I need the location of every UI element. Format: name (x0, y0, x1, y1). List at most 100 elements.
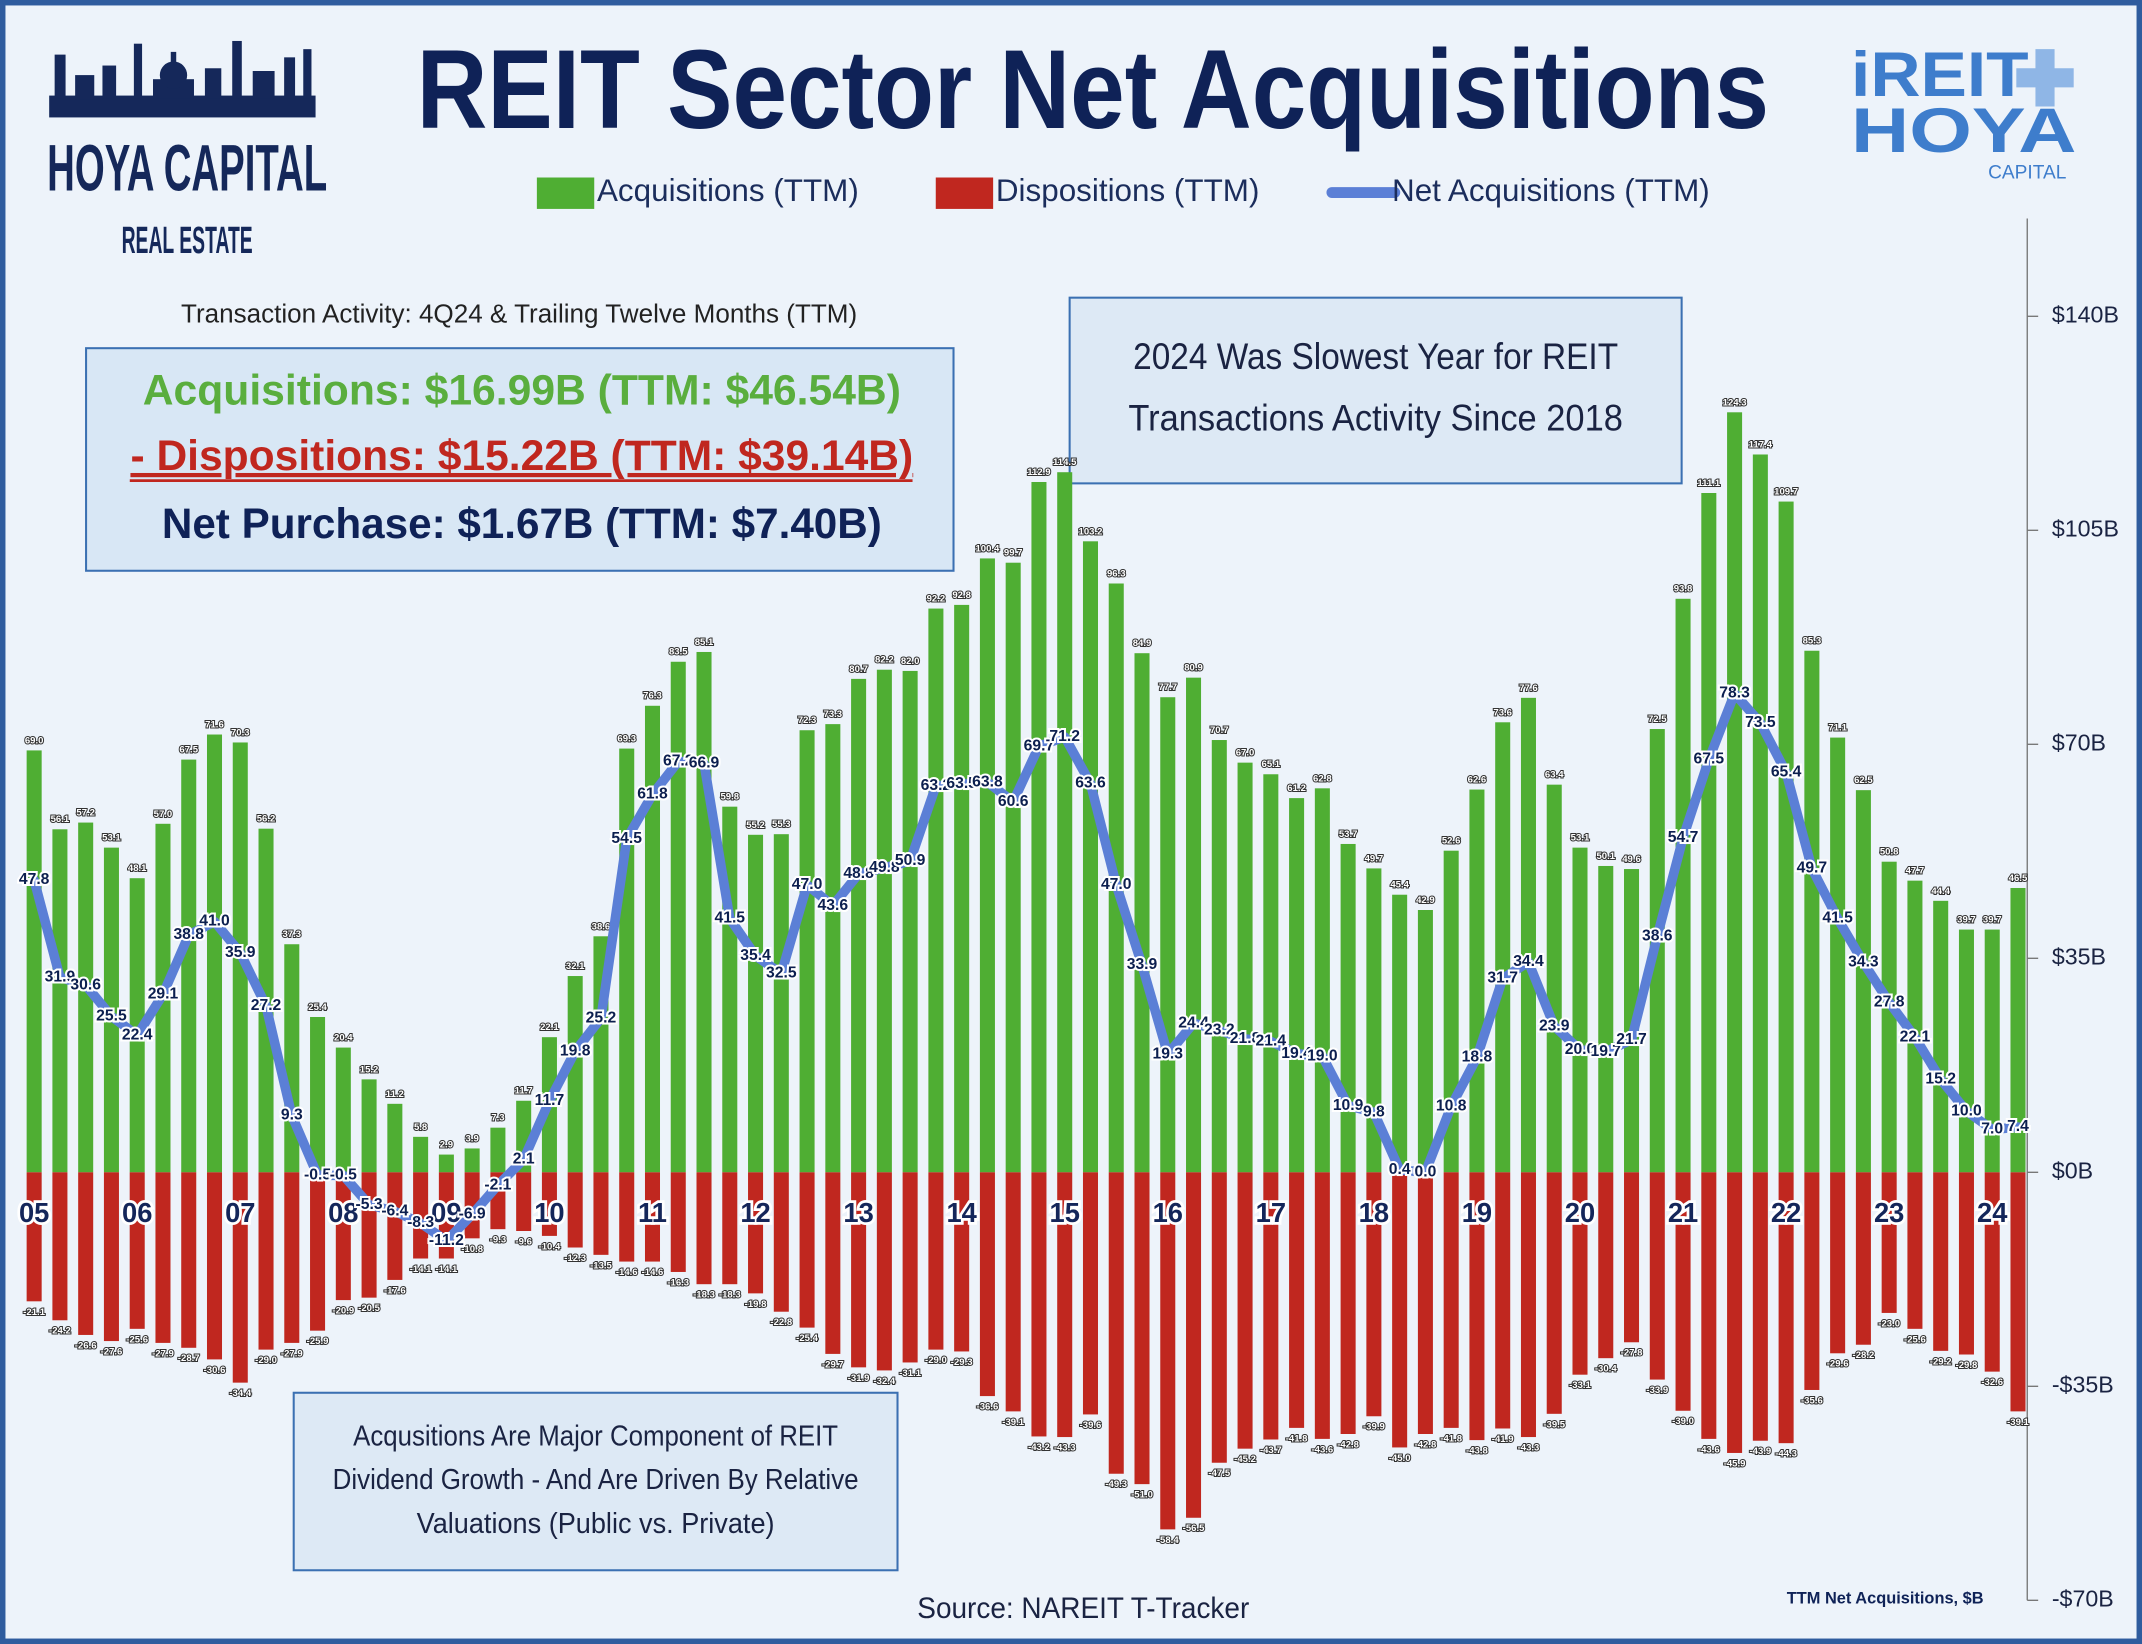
data-label: 80.9 (1184, 663, 1203, 674)
bar (1701, 493, 1717, 1173)
legend-label: Dispositions (TTM) (996, 173, 1260, 208)
data-label: -49.3 (1105, 1479, 1127, 1490)
bar (52, 829, 68, 1173)
bar (1727, 412, 1743, 1173)
data-label: -6.9 (459, 1206, 486, 1223)
data-label: 32.1 (566, 961, 585, 972)
bar (722, 1172, 738, 1285)
data-label: 31.9 (45, 968, 76, 985)
data-label: 49.7 (1365, 853, 1384, 864)
bar (464, 1148, 480, 1173)
bar (1933, 900, 1949, 1173)
data-label: 31.7 (1487, 970, 1518, 987)
data-label: 53.1 (1571, 833, 1590, 844)
bar (310, 1017, 326, 1173)
data-label: -14.6 (642, 1267, 664, 1278)
data-label: -32.6 (1981, 1377, 2003, 1388)
data-label: -56.5 (1183, 1523, 1205, 1534)
annotation-box (1068, 296, 1683, 485)
data-label: 67.5 (179, 745, 198, 756)
x-tick-label: 05 (19, 1197, 49, 1228)
x-tick-label: 08 (328, 1197, 358, 1228)
data-label: 49.8 (869, 859, 900, 876)
data-label: -29.3 (951, 1357, 973, 1368)
data-label: 11.2 (386, 1089, 404, 1100)
data-label: -18.3 (719, 1290, 741, 1301)
bar (1314, 1172, 1330, 1439)
data-label: -16.3 (667, 1277, 689, 1288)
bar (1752, 454, 1768, 1173)
bar (1211, 1172, 1227, 1463)
data-label: 47.0 (1101, 876, 1132, 893)
bar (78, 1172, 94, 1335)
legend-label: Net Acquisitions (TTM) (1392, 173, 1710, 208)
annotation: Transactions Activity Since 2018 (1128, 397, 1623, 438)
data-label: -25.9 (307, 1336, 329, 1347)
data-label: 39.7 (1957, 915, 1976, 926)
data-label: 57.2 (76, 808, 95, 819)
data-label: 57.0 (154, 809, 173, 820)
bar (78, 822, 94, 1173)
data-label: 72.3 (798, 715, 817, 726)
data-label: 63.6 (1075, 775, 1106, 792)
data-label: 21.8 (1230, 1030, 1261, 1047)
bar (1417, 1172, 1433, 1434)
data-label: 19.3 (1152, 1045, 1183, 1062)
data-label: -22.8 (770, 1317, 792, 1328)
data-label: 47.8 (19, 871, 50, 888)
bar (1417, 910, 1433, 1173)
bar (825, 1172, 841, 1354)
data-label: 63.5 (946, 775, 977, 792)
logo-text: CAPITAL (1988, 162, 2066, 183)
bar (335, 1172, 351, 1301)
bar (1160, 1172, 1176, 1530)
annotation: Acqusitions Are Major Component of REIT (353, 1420, 838, 1452)
bar (541, 1172, 557, 1236)
data-label: -27.9 (281, 1348, 303, 1359)
data-label: -29.0 (925, 1355, 947, 1366)
x-tick-label: 12 (740, 1197, 770, 1228)
data-label: 46.5 (2009, 873, 2028, 884)
data-label: 27.8 (1874, 993, 1905, 1010)
data-label: 25.2 (586, 1009, 617, 1026)
data-label: -27.8 (1621, 1348, 1643, 1359)
data-label: -24.2 (49, 1326, 71, 1337)
y-tick-label: $140B (2052, 301, 2119, 327)
bar (1289, 798, 1305, 1173)
data-label: -41.8 (1286, 1433, 1308, 1444)
data-label: 56.1 (51, 814, 70, 825)
data-label: -20.9 (332, 1306, 354, 1317)
bar (1031, 1172, 1047, 1437)
bar (1855, 790, 1871, 1173)
data-label: -39.1 (1002, 1417, 1024, 1428)
logo-text: HOYA (1851, 96, 2076, 166)
data-label: 41.5 (715, 910, 746, 927)
x-tick-label: 18 (1359, 1197, 1389, 1228)
data-label: 22.1 (1900, 1028, 1931, 1045)
data-label: -0.5 (330, 1167, 357, 1184)
bar (155, 1172, 171, 1343)
data-label: 72.5 (1648, 714, 1667, 725)
data-label: -39.1 (2007, 1417, 2029, 1428)
bar (1057, 472, 1073, 1173)
bar (1675, 598, 1691, 1173)
data-label: 38.6 (592, 921, 611, 932)
data-label: -41.9 (1492, 1434, 1514, 1445)
bar (619, 1172, 635, 1262)
data-label: 5.8 (414, 1122, 428, 1133)
data-label: 3.9 (465, 1133, 478, 1144)
data-label: -31.1 (899, 1368, 921, 1379)
data-label: 73.3 (824, 709, 843, 720)
bar (1778, 1172, 1794, 1444)
data-label: 32.5 (766, 965, 797, 982)
data-label: 69.3 (617, 734, 636, 745)
bar (773, 834, 789, 1173)
bar (644, 705, 661, 1173)
data-label: 65.4 (1771, 764, 1802, 781)
data-label: 48.8 (843, 865, 874, 882)
data-label: -2.1 (484, 1176, 511, 1193)
legend-swatch (536, 177, 595, 209)
data-label: -58.4 (1157, 1535, 1179, 1546)
data-label: -23.0 (1878, 1318, 1900, 1329)
y-axis-label: TTM Net Acquisitions, $B (1787, 1589, 1984, 1607)
